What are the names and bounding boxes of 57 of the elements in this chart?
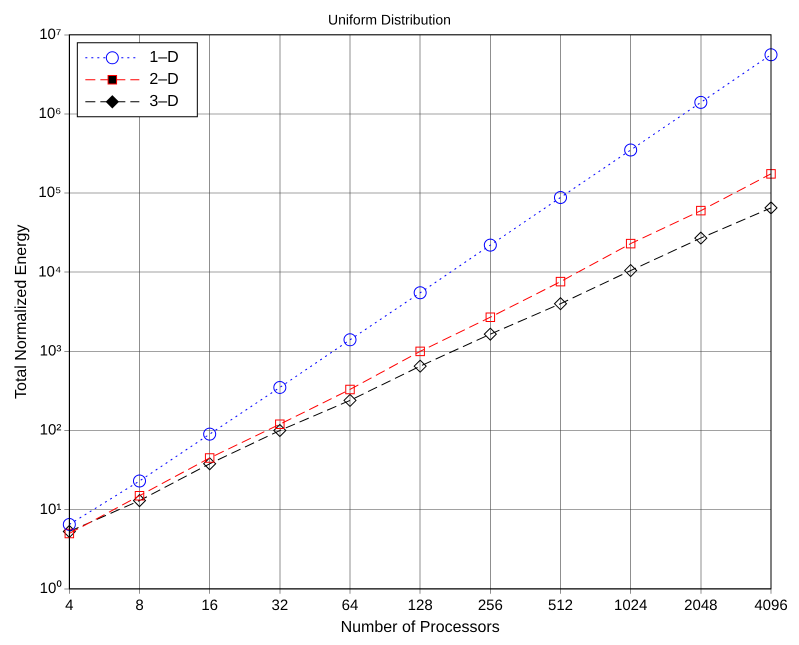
point <box>203 457 216 470</box>
y-tick-label: 10⁵ <box>38 184 62 202</box>
legend-label: 1–D <box>149 49 179 66</box>
x-tick-label: 128 <box>408 596 433 614</box>
point <box>62 524 76 538</box>
point <box>696 206 706 216</box>
y-tick-label: 10³ <box>40 342 62 360</box>
point <box>273 424 286 438</box>
point <box>414 360 427 373</box>
legend-label: 3–D <box>149 93 179 110</box>
point <box>694 232 708 245</box>
x-tick-label: 2048 <box>684 596 718 614</box>
point <box>344 333 356 346</box>
y-tick-label: 10² <box>40 422 62 439</box>
x-tick-label: 16 <box>201 596 218 614</box>
point <box>484 238 497 252</box>
y-tick-label: 10⁷ <box>39 26 62 43</box>
x-tick-label: 1024 <box>614 596 648 614</box>
point <box>694 96 708 109</box>
point <box>484 328 497 341</box>
point <box>275 420 285 429</box>
point <box>486 312 496 322</box>
x-tick-label: 8 <box>135 596 144 614</box>
point <box>414 286 427 300</box>
x-axis-title: Number of Processors <box>340 618 500 636</box>
x-tick-label: 4 <box>65 596 74 614</box>
point <box>624 264 638 278</box>
point <box>204 453 214 463</box>
point <box>134 490 144 500</box>
chart-title: Uniform Distribution <box>328 11 451 28</box>
point <box>344 394 356 407</box>
point <box>764 48 778 62</box>
point <box>626 238 636 248</box>
point <box>554 297 567 310</box>
point <box>556 276 566 286</box>
y-tick-label: 10⁰ <box>40 580 62 597</box>
y-tick-label: 10⁴ <box>38 263 62 280</box>
x-tick-label: 256 <box>478 596 503 614</box>
point <box>766 169 776 179</box>
y-tick-label: 10¹ <box>40 500 62 518</box>
x-tick-label: 64 <box>342 596 358 614</box>
point <box>62 518 76 531</box>
x-tick-label: 4096 <box>754 596 788 614</box>
point <box>764 201 778 214</box>
point <box>132 494 146 508</box>
y-axis-title: Total Normalized Energy <box>13 224 30 399</box>
y-tick-label: 10⁶ <box>38 105 62 122</box>
point <box>273 380 286 394</box>
point <box>415 346 425 356</box>
point <box>554 190 567 204</box>
legend-label: 2–D <box>149 71 179 88</box>
x-tick-label: 512 <box>548 596 574 614</box>
point <box>624 144 638 157</box>
point <box>345 384 355 394</box>
point <box>203 428 216 441</box>
x-tick-label: 32 <box>271 596 288 614</box>
point <box>132 474 146 488</box>
